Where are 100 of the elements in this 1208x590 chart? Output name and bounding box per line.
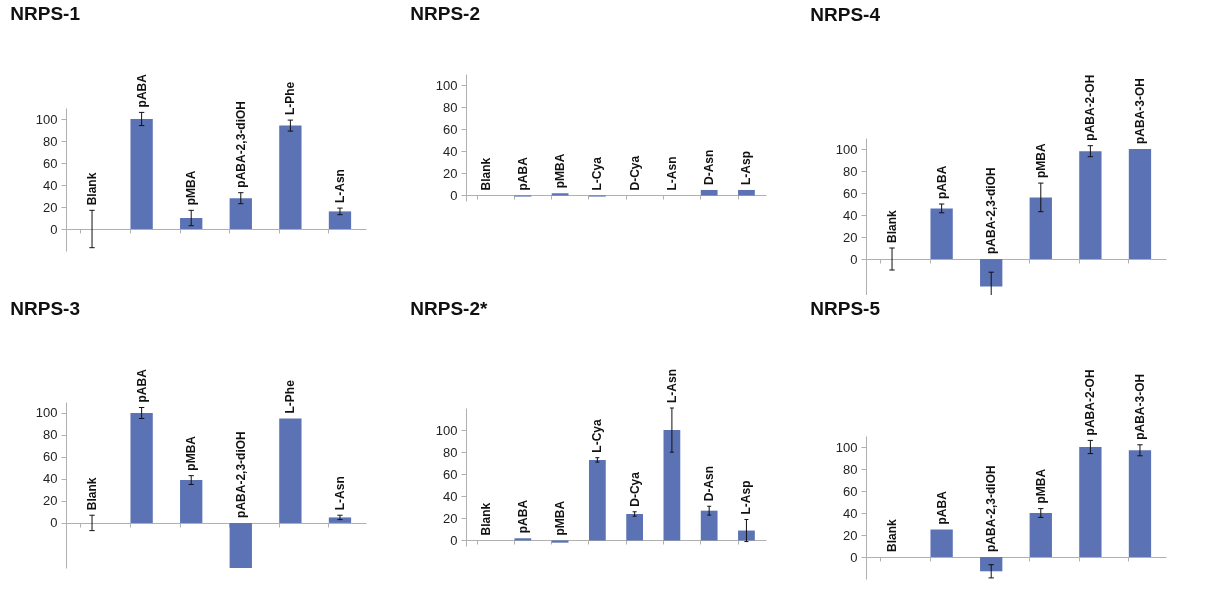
y-tick-label: 40	[443, 488, 458, 504]
y-tick-label: 60	[843, 483, 858, 499]
x-tick-label: pABA-3-OH	[1132, 78, 1147, 144]
x-tick-label: L-Asp	[739, 480, 754, 515]
chart-title: NRPS-1	[10, 3, 81, 25]
bar	[930, 208, 953, 259]
x-tick-label: L-Asn	[332, 476, 347, 511]
x-tick-label: L-Phe	[283, 379, 298, 414]
y-tick-label: 0	[50, 221, 58, 237]
x-tick-label: Blank	[85, 172, 100, 206]
bar	[1079, 447, 1102, 557]
y-tick-label: 20	[43, 199, 58, 215]
x-tick-label: pABA-2-OH	[1083, 369, 1098, 436]
x-tick-label: D-Cya	[627, 471, 642, 507]
bar	[930, 529, 953, 557]
x-tick-label: pMBA	[184, 435, 199, 471]
bar	[980, 557, 1003, 572]
y-tick-label: 80	[43, 427, 58, 443]
x-tick-label: L-Asn	[664, 369, 679, 403]
bar	[588, 459, 606, 541]
y-tick-label: 20	[443, 165, 458, 181]
bar	[626, 513, 644, 541]
bar	[1079, 151, 1102, 259]
y-tick-label: 100	[35, 111, 58, 127]
y-tick-label: 80	[443, 444, 458, 460]
bar	[551, 540, 569, 543]
bar	[1128, 450, 1152, 557]
x-tick-label: L-Cya	[590, 156, 605, 191]
x-tick-label: pABA-2,3-diOH	[233, 431, 248, 518]
x-tick-label: L-Cya	[590, 419, 605, 453]
x-tick-label: pABA	[515, 499, 530, 534]
x-tick-label: pABA-2,3-diOH	[984, 167, 999, 254]
x-tick-label: pMBA	[553, 500, 568, 536]
bar	[130, 412, 153, 523]
x-tick-label: L-Phe	[283, 81, 298, 116]
x-tick-label: pMBA	[184, 170, 199, 206]
y-tick-label: 100	[435, 422, 458, 438]
y-tick-label: 60	[443, 121, 458, 137]
y-tick-label: 60	[43, 155, 58, 171]
x-tick-label: Blank	[85, 477, 100, 511]
bar	[663, 430, 681, 541]
bar	[514, 538, 532, 541]
y-tick-label: 0	[50, 515, 58, 531]
y-tick-label: 60	[843, 185, 858, 201]
x-tick-label: pABA-3-OH	[1132, 373, 1147, 440]
y-tick-label: 20	[43, 493, 58, 509]
x-tick-label: Blank	[478, 157, 493, 191]
bar	[229, 198, 252, 229]
y-tick-label: 80	[43, 133, 58, 149]
y-tick-label: 100	[435, 77, 458, 93]
bar	[229, 522, 252, 568]
x-tick-label: pABA	[134, 368, 149, 403]
x-tick-label: Blank	[885, 519, 900, 552]
y-tick-label: 40	[43, 177, 58, 193]
y-tick-label: 80	[843, 461, 858, 477]
x-tick-label: pABA-2,3-diOH	[984, 465, 999, 552]
y-tick-label: 0	[850, 549, 858, 565]
y-tick-label: 40	[843, 505, 858, 521]
bar	[130, 119, 153, 229]
bar	[180, 480, 203, 523]
bar	[328, 211, 352, 229]
y-tick-label: 100	[835, 141, 858, 157]
bar	[1128, 149, 1152, 259]
y-tick-label: 0	[850, 251, 858, 267]
y-tick-label: 20	[843, 527, 858, 543]
y-tick-label: 60	[43, 449, 58, 465]
y-tick-label: 0	[450, 532, 458, 548]
x-tick-label: D-Asn	[702, 149, 717, 185]
x-tick-label: pABA	[934, 490, 949, 525]
bar	[279, 418, 302, 523]
chart-title: NRPS-2	[410, 3, 480, 24]
y-tick-label: 80	[843, 163, 858, 179]
bar	[279, 125, 302, 229]
bar	[980, 259, 1003, 287]
x-tick-label: pMBA	[1033, 143, 1048, 179]
x-tick-label: L-Asn	[664, 156, 679, 191]
y-tick-label: 0	[450, 187, 458, 203]
chart-title: NRPS-2*	[410, 298, 488, 319]
y-tick-label: 40	[443, 143, 458, 159]
y-tick-label: 40	[43, 471, 58, 487]
x-tick-label: pMBA	[1033, 468, 1048, 504]
x-tick-label: pABA-2-OH	[1083, 74, 1098, 141]
y-tick-label: 60	[443, 466, 458, 482]
bar	[700, 510, 718, 541]
chart-title: NRPS-4	[810, 3, 881, 25]
bar	[1029, 197, 1052, 259]
bar	[1029, 513, 1052, 557]
x-tick-label: L-Asn	[332, 169, 347, 204]
x-tick-label: Blank	[478, 502, 493, 536]
y-tick-label: 20	[843, 229, 858, 245]
chart-title: NRPS-3	[10, 298, 80, 320]
x-tick-label: pABA	[515, 156, 530, 191]
chart-title: NRPS-5	[810, 298, 881, 320]
x-tick-label: L-Asp	[739, 150, 754, 185]
y-tick-label: 40	[843, 207, 858, 223]
x-tick-label: Blank	[885, 210, 900, 243]
x-tick-label: D-Cya	[627, 155, 642, 191]
x-tick-label: pABA	[934, 165, 949, 199]
y-tick-label: 100	[35, 405, 58, 421]
x-tick-label: pABA-2,3-diOH	[233, 101, 248, 188]
